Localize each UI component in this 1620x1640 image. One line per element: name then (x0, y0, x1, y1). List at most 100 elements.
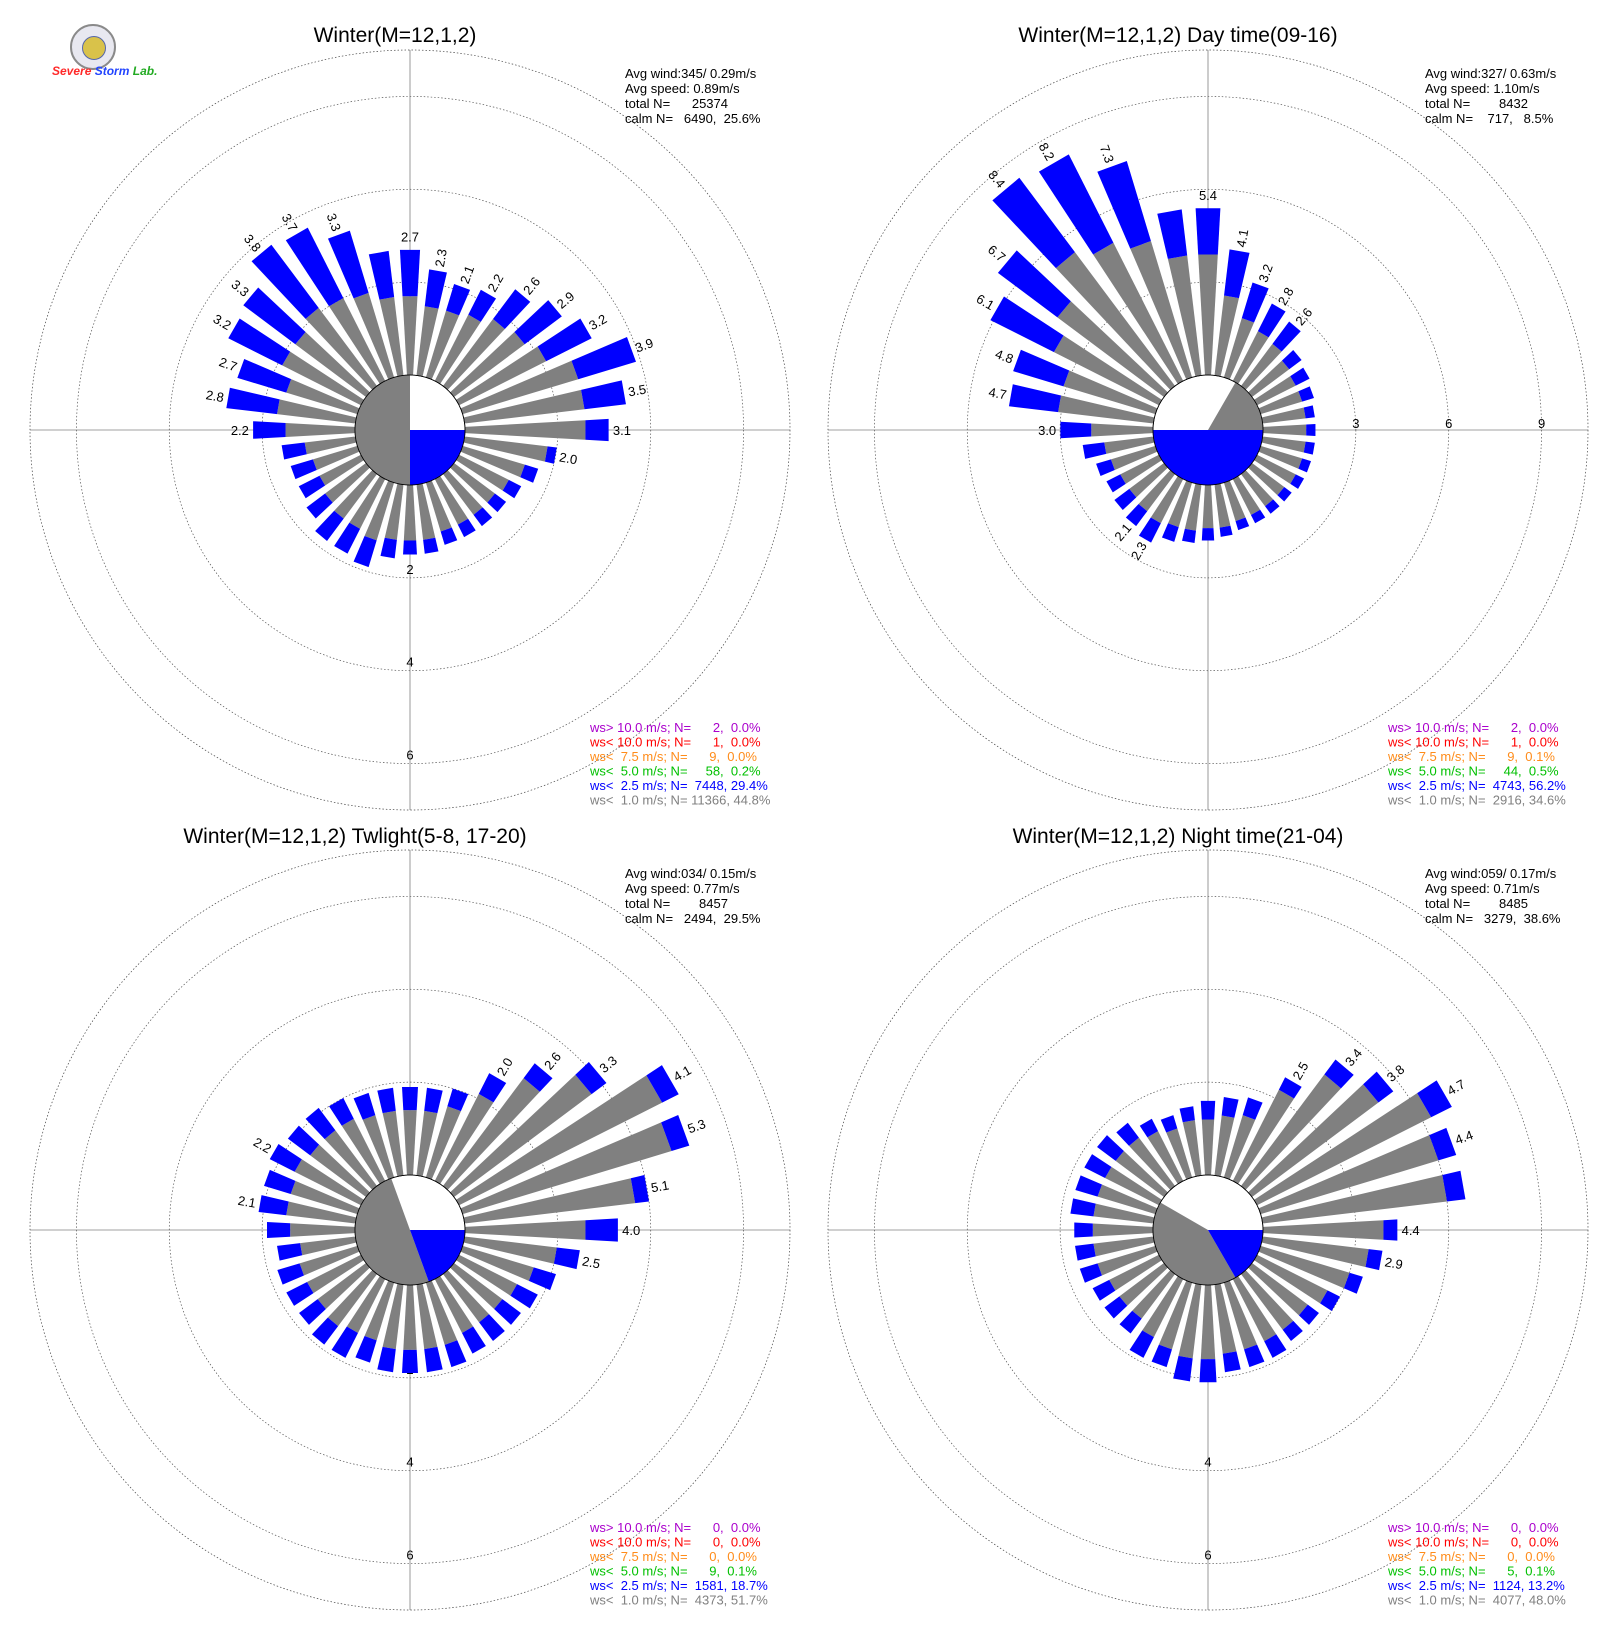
bar-gray-10 (1214, 295, 1239, 377)
bar-gray-200 (1158, 1280, 1193, 1350)
stat-line-2: Avg speed: 0.71m/s (1425, 881, 1540, 896)
bar-gray-220 (327, 1270, 378, 1327)
outer-ring (29, 849, 791, 1611)
bar-gray-140 (1240, 1270, 1294, 1330)
bar-gray-300 (282, 351, 364, 406)
bar-gray-220 (334, 470, 378, 519)
bar-gray-280 (286, 1201, 357, 1224)
ring-3 (76, 896, 744, 1564)
bar-gray-190 (382, 1283, 404, 1350)
calm-blue-slice (1153, 430, 1263, 485)
bar-gray-240 (1109, 1254, 1162, 1291)
bar-blue-160 (1235, 517, 1250, 531)
bar-blue-230 (306, 493, 333, 519)
bar-gray-230 (1119, 1262, 1168, 1306)
legend-entry-2: ws< 10.0 m/s; N= 1, 0.0% (1387, 735, 1559, 750)
bar-gray-160 (1223, 1280, 1258, 1350)
bar-label-210: 2.3 (1128, 539, 1150, 562)
bar-gray-310 (1115, 1151, 1168, 1198)
bar-blue-180 (402, 1349, 418, 1373)
bar-gray-280 (1058, 395, 1155, 424)
bar-label-70: 4.4 (1453, 1127, 1475, 1147)
bar-gray-290 (1063, 370, 1158, 415)
ring-3 (874, 896, 1542, 1564)
ring-label-2: 4 (406, 655, 413, 670)
bar-blue-350 (1157, 209, 1188, 259)
bar-blue-280 (258, 1195, 289, 1216)
bar-blue-50 (1363, 1071, 1394, 1103)
bar-blue-200 (355, 1336, 377, 1363)
legend-entry-5: ws< 2.5 m/s; N= 1581, 18.7% (589, 1578, 768, 1593)
bar-gray-220 (1132, 1270, 1176, 1319)
ring-label-2: 4 (1204, 1455, 1211, 1470)
calm-gray-slice (355, 375, 410, 485)
bar-blue-160 (440, 527, 458, 545)
bar-label-30: 2.5 (1289, 1059, 1311, 1082)
logo-text-lab: Lab. (132, 64, 158, 78)
bar-blue-110 (528, 1267, 556, 1291)
bar-label-330: 3.7 (279, 211, 301, 234)
bar-gray-310 (310, 1144, 370, 1198)
bar-blue-210 (1129, 1330, 1154, 1358)
bar-blue-10 (424, 1087, 443, 1114)
bar-gray-80 (1261, 407, 1306, 424)
legend-entry-3: ws< 7.5 m/s; N= 0, 0.0% (1387, 1549, 1555, 1564)
lab-seal-icon (70, 24, 116, 70)
bar-gray-40 (442, 319, 505, 390)
bar-blue-300 (269, 1143, 302, 1172)
bar-blue-300 (990, 296, 1064, 353)
bar-gray-180 (403, 1284, 417, 1350)
bar-blue-110 (1343, 1272, 1363, 1294)
bar-gray-150 (1232, 1276, 1277, 1342)
bar-gray-70 (460, 1122, 672, 1215)
logo-text-severe: Severe (52, 64, 92, 78)
bar-gray-170 (416, 483, 436, 540)
bar-gray-70 (1258, 1135, 1439, 1215)
stat-line-1: Avg wind:345/ 0.29m/s (625, 66, 757, 81)
bar-label-320: 3.8 (241, 231, 264, 254)
legend-entry-6: ws< 1.0 m/s; N= 2916, 34.6% (1387, 793, 1566, 808)
bar-gray-290 (1097, 1184, 1158, 1215)
bar-gray-250 (1097, 1245, 1158, 1276)
legend-entry-2: ws< 10.0 m/s; N= 0, 0.0% (1387, 1535, 1559, 1550)
bar-blue-310 (287, 1125, 320, 1156)
bar-blue-100 (1365, 1249, 1383, 1271)
calm-outline (1152, 374, 1264, 486)
stat-line-1: Avg wind:059/ 0.17m/s (1425, 866, 1557, 881)
bar-blue-310 (997, 250, 1071, 318)
bar-blue-220 (311, 1317, 339, 1345)
legend-entry-4: ws< 5.0 m/s; N= 5, 0.1% (1387, 1564, 1555, 1579)
bar-gray-270 (290, 1223, 356, 1237)
bar-blue-300 (228, 318, 291, 366)
bar-blue-80 (1303, 405, 1315, 419)
bar-blue-350 (1179, 1106, 1195, 1123)
bar-gray-100 (1261, 436, 1306, 453)
bar-gray-240 (1120, 454, 1162, 484)
stat-line-2: Avg speed: 1.10m/s (1425, 81, 1540, 96)
bar-blue-310 (243, 287, 306, 345)
bar-gray-330 (1093, 242, 1184, 384)
bar-blue-320 (1116, 1122, 1139, 1146)
bar-blue-280 (226, 387, 280, 415)
bar-gray-250 (312, 445, 360, 470)
bar-blue-30 (1257, 303, 1286, 338)
calm-gray-slice (355, 1178, 429, 1285)
bar-gray-300 (294, 1159, 364, 1206)
bar-gray-20 (1223, 1115, 1256, 1180)
bar-blue-40 (493, 289, 531, 329)
stat-line-4: calm N= 3279, 38.6% (1425, 911, 1561, 926)
bar-blue-120 (502, 479, 522, 499)
bar-blue-150 (1250, 509, 1266, 524)
bar-label-90: 3.1 (613, 423, 631, 438)
bar-gray-210 (346, 1276, 386, 1333)
bar-gray-160 (425, 480, 452, 532)
bar-gray-300 (1105, 1166, 1162, 1206)
bar-blue-40 (523, 1063, 553, 1092)
logo-text-storm: Storm (94, 64, 130, 78)
stat-line-4: calm N= 717, 8.5% (1425, 111, 1554, 126)
bar-label-70: 3.9 (633, 335, 655, 355)
bar-blue-50 (575, 1062, 607, 1095)
bar-blue-100 (553, 1247, 580, 1270)
bar-gray-40 (1240, 343, 1282, 390)
bar-blue-20 (446, 284, 471, 316)
